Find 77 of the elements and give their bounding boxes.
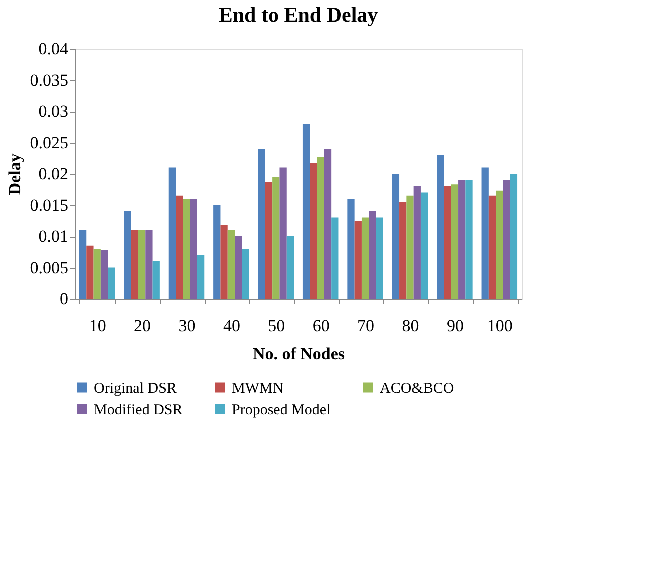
bar — [190, 199, 198, 299]
bar — [183, 199, 190, 299]
bar — [317, 157, 324, 299]
bar — [242, 249, 250, 299]
bar — [466, 180, 473, 299]
bar — [496, 190, 504, 299]
bar — [124, 212, 132, 299]
bar — [79, 230, 87, 299]
bar — [286, 236, 294, 299]
y-tick-label: 0.035 — [30, 70, 68, 90]
y-tick-label: 0.015 — [30, 196, 68, 215]
legend-label: Original DSR — [94, 380, 177, 397]
y-tick-label: 0.025 — [30, 133, 68, 152]
bar — [414, 186, 421, 299]
y-tick-label: 0.04 — [38, 40, 69, 58]
y-tick-label: 0.03 — [38, 102, 68, 121]
y-tick-label: 0 — [60, 290, 68, 308]
legend-label: Modified DSR — [94, 402, 183, 418]
bar — [220, 225, 228, 299]
bar — [100, 250, 108, 299]
bar — [235, 236, 242, 299]
bar — [369, 212, 376, 299]
bar — [451, 184, 459, 299]
bar — [482, 168, 489, 299]
x-tick-label: 60 — [312, 316, 330, 336]
bar — [376, 218, 384, 299]
bar — [437, 155, 444, 299]
x-tick-label: 30 — [178, 316, 196, 336]
bar — [108, 268, 116, 299]
y-axis-title: Delay — [5, 153, 24, 196]
x-axis-title: No. of Nodes — [252, 344, 346, 364]
x-tick-label: 50 — [268, 316, 286, 336]
bar — [406, 196, 414, 299]
bar — [258, 149, 266, 299]
bar — [94, 249, 101, 299]
bar — [146, 230, 153, 299]
y-tick-label: 0.02 — [38, 164, 68, 184]
bar — [332, 218, 339, 299]
bar — [265, 182, 273, 299]
bar — [86, 246, 94, 299]
legend-label: MWMN — [232, 380, 284, 397]
bar — [392, 174, 400, 299]
bar — [420, 192, 428, 299]
bar — [310, 163, 318, 299]
bar — [488, 196, 496, 299]
bar — [168, 168, 176, 299]
x-tick-label: 40 — [223, 316, 240, 336]
bar — [131, 230, 138, 299]
x-tick-label: 20 — [134, 316, 152, 336]
y-tick-label: 0.01 — [38, 227, 68, 246]
y-tick-label: 0.005 — [30, 258, 68, 278]
x-tick-label: 70 — [358, 316, 375, 336]
bar — [324, 149, 332, 299]
bar — [197, 255, 205, 299]
x-tick-label: 100 — [487, 316, 513, 336]
bar — [152, 262, 160, 299]
bar — [354, 222, 362, 299]
legend-label: ACO&BCO — [380, 380, 454, 397]
bar — [348, 199, 355, 299]
bar — [280, 168, 287, 299]
bar — [176, 196, 184, 299]
bar — [510, 174, 518, 299]
chart-title: End to End Delay — [218, 3, 379, 27]
legend-label: Proposed Model — [232, 402, 331, 418]
x-tick-label: 80 — [402, 316, 420, 336]
bar — [228, 230, 236, 299]
bar — [302, 124, 310, 299]
x-tick-label: 10 — [89, 316, 106, 336]
bar — [400, 202, 407, 299]
bar — [138, 230, 146, 299]
bar — [444, 186, 452, 299]
bar — [214, 205, 221, 299]
bar — [503, 180, 510, 299]
bar — [272, 177, 280, 299]
x-tick-label: 90 — [446, 316, 464, 336]
bar — [362, 218, 370, 299]
bar — [458, 180, 466, 299]
